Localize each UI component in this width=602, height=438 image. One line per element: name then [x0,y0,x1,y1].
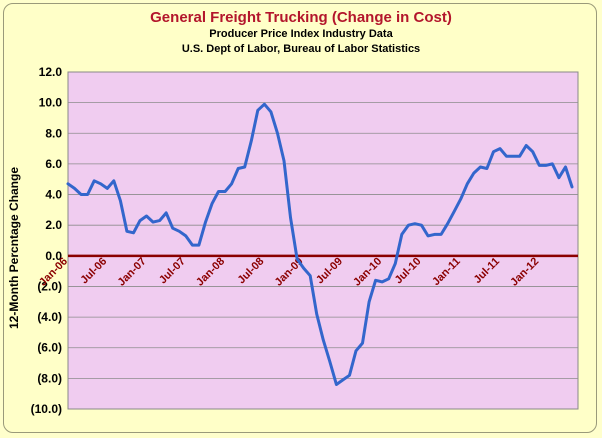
chart-subtitle-line-2: U.S. Dept of Labor, Bureau of Labor Stat… [181,43,421,55]
y-tick-label: 2.0 [45,218,62,232]
y-tick-label: 4.0 [45,188,62,202]
chart-header: General Freight Trucking (Change in Cost… [0,9,602,57]
plot-area [67,71,579,410]
y-tick-label: 0.0 [45,249,62,263]
y-tick-label: 8.0 [45,126,62,140]
y-tick-label: (6.0) [37,341,62,355]
y-tick-label: (2.0) [37,279,62,293]
chart-subtitle-line-1: Producer Price Index Industry Data [209,28,393,40]
chart-title: General Freight Trucking (Change in Cost… [150,9,452,26]
y-tick-label: (8.0) [37,371,62,385]
y-tick-label: 6.0 [45,157,62,171]
y-tick-label: 10.0 [39,96,63,110]
y-tick-label: 12.0 [39,65,63,79]
y-tick-label: (10.0) [31,402,62,416]
y-tick-label: (4.0) [37,310,62,324]
series-line [66,102,574,386]
